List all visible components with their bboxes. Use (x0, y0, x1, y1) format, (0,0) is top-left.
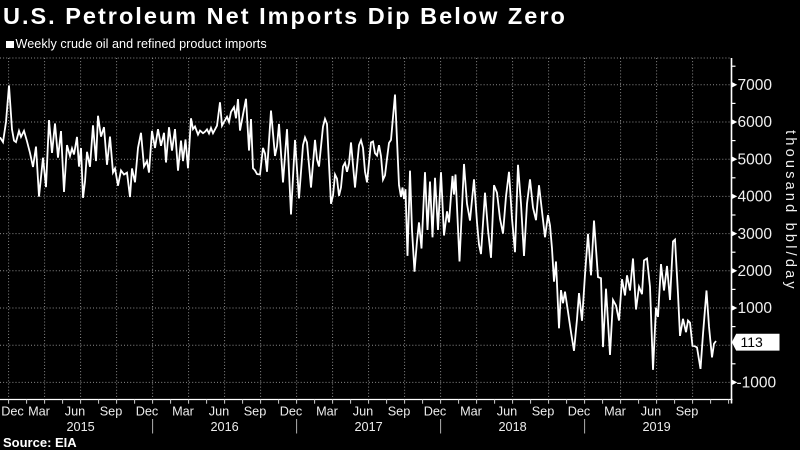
svg-text:4000: 4000 (738, 189, 773, 206)
svg-text:Mar: Mar (460, 405, 483, 419)
svg-text:Jun: Jun (209, 405, 229, 419)
svg-text:2018: 2018 (498, 420, 526, 434)
svg-text:3000: 3000 (738, 226, 773, 243)
svg-text:Mar: Mar (172, 405, 195, 419)
svg-text:1000: 1000 (738, 300, 773, 317)
svg-text:113: 113 (741, 334, 764, 350)
svg-text:Mar: Mar (28, 405, 51, 419)
svg-text:Mar: Mar (604, 405, 627, 419)
svg-text:Dec: Dec (1, 405, 24, 419)
svg-text:Jun: Jun (65, 405, 85, 419)
svg-text:2000: 2000 (738, 263, 773, 280)
svg-text:Jun: Jun (641, 405, 661, 419)
svg-text:Dec: Dec (424, 405, 447, 419)
svg-text:Dec: Dec (136, 405, 159, 419)
svg-text:6000: 6000 (738, 114, 773, 131)
svg-text:2016: 2016 (210, 420, 238, 434)
svg-text:5000: 5000 (738, 151, 773, 168)
svg-text:-1000: -1000 (737, 375, 777, 392)
svg-text:Sep: Sep (676, 405, 699, 419)
svg-text:2015: 2015 (66, 420, 94, 434)
svg-text:thousand bbl/day: thousand bbl/day (782, 130, 798, 292)
svg-text:Jun: Jun (353, 405, 373, 419)
svg-text:Sep: Sep (388, 405, 411, 419)
svg-text:Mar: Mar (316, 405, 339, 419)
svg-text:Jun: Jun (497, 405, 517, 419)
svg-text:Sep: Sep (100, 405, 123, 419)
svg-text:Dec: Dec (568, 405, 591, 419)
svg-text:2017: 2017 (354, 420, 382, 434)
svg-text:2019: 2019 (642, 420, 670, 434)
svg-text:Sep: Sep (532, 405, 555, 419)
svg-text:Sep: Sep (244, 405, 267, 419)
svg-text:7000: 7000 (738, 77, 773, 94)
svg-text:Dec: Dec (280, 405, 303, 419)
